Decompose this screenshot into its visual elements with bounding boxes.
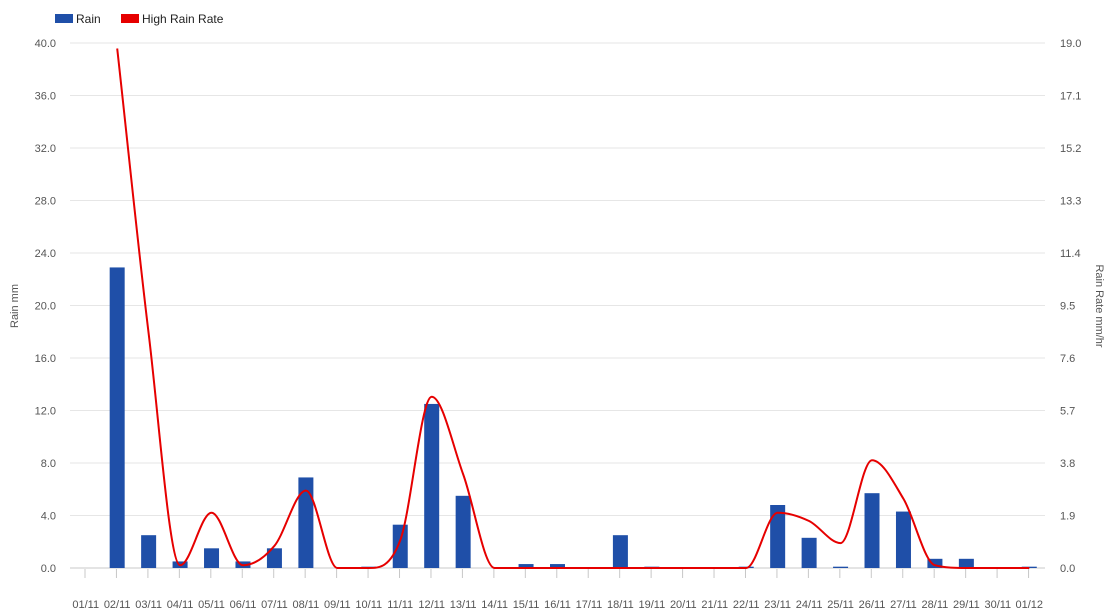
x-tick-label: 28/11 xyxy=(922,599,949,611)
gridlines xyxy=(70,42,1045,569)
legend-swatch-high-rain-rate xyxy=(121,14,139,23)
x-tick-label: 26/11 xyxy=(859,599,886,611)
rain-bar[interactable] xyxy=(958,558,974,568)
rain-bar[interactable] xyxy=(266,548,282,568)
y-left-tick-label: 28.0 xyxy=(35,196,56,208)
y-left-tick-label: 20.0 xyxy=(35,301,56,313)
rain-bar[interactable] xyxy=(204,548,220,568)
legend: Rain High Rain Rate xyxy=(55,12,224,26)
x-tick-label: 10/11 xyxy=(355,599,382,611)
x-tick-label: 23/11 xyxy=(764,599,791,611)
y-left-tick-label: 36.0 xyxy=(35,91,56,103)
x-tick-label: 09/11 xyxy=(324,599,351,611)
y-right-tick-label: 19.0 xyxy=(1060,38,1081,50)
legend-label-rain: Rain xyxy=(76,12,101,26)
x-tick-label: 18/11 xyxy=(607,599,634,611)
x-tick-label: 05/11 xyxy=(198,599,225,611)
rain-bar[interactable] xyxy=(927,558,943,568)
rain-bar[interactable] xyxy=(864,493,880,568)
legend-swatch-rain xyxy=(55,14,73,23)
y-left-tick-label: 8.0 xyxy=(41,458,56,470)
x-tick-label: 02/11 xyxy=(104,599,131,611)
x-tick-label: 19/11 xyxy=(638,599,665,611)
y-right-tick-label: 0.0 xyxy=(1060,563,1075,575)
x-tick-label: 16/11 xyxy=(544,599,571,611)
rain-bar[interactable] xyxy=(109,267,125,568)
y-axis-right-title: Rain Rate mm/hr xyxy=(1093,264,1105,347)
x-tick-label: 24/11 xyxy=(796,599,823,611)
rain-bars xyxy=(109,267,1037,568)
rain-rate-line-layer xyxy=(116,48,1030,569)
y-right-tick-label: 11.4 xyxy=(1060,248,1081,260)
x-tick-label: 30/11 xyxy=(984,599,1011,611)
x-tick-label: 08/11 xyxy=(293,599,320,611)
x-tick-label: 29/11 xyxy=(953,599,980,611)
x-tick-label: 27/11 xyxy=(890,599,917,611)
x-tick-label: 03/11 xyxy=(135,599,162,611)
y-left-tick-label: 16.0 xyxy=(35,353,56,365)
y-right-tick-label: 5.7 xyxy=(1060,406,1075,418)
y-left-tick-label: 4.0 xyxy=(41,511,56,523)
x-tick-label: 17/11 xyxy=(576,599,603,611)
x-tick-label: 14/11 xyxy=(481,599,508,611)
x-tick-label: 13/11 xyxy=(450,599,477,611)
y-right-tick-label: 15.2 xyxy=(1060,143,1081,155)
y-left-tick-label: 32.0 xyxy=(35,143,56,155)
x-tick-label: 20/11 xyxy=(670,599,697,611)
x-tick-label: 21/11 xyxy=(701,599,728,611)
y-left-tick-label: 0.0 xyxy=(41,563,56,575)
rain-bar[interactable] xyxy=(833,566,849,568)
x-tick-label: 01/12 xyxy=(1016,599,1044,611)
legend-label-high-rain-rate: High Rain Rate xyxy=(142,12,224,26)
rain-bar[interactable] xyxy=(455,495,471,568)
rain-bar[interactable] xyxy=(550,564,565,568)
y-left-tick-label: 24.0 xyxy=(35,248,56,260)
y-left-tick-label: 40.0 xyxy=(35,38,56,50)
y-right-tick-label: 7.6 xyxy=(1060,353,1075,365)
x-tick-label: 06/11 xyxy=(230,599,257,611)
rain-bar[interactable] xyxy=(392,524,408,568)
y-right-tick-label: 13.3 xyxy=(1060,196,1081,208)
rain-bar[interactable] xyxy=(612,535,628,568)
y-axis-left-title: Rain mm xyxy=(9,284,21,328)
y-axis-right-ticks: 0.0 1.9 3.8 5.7 7.6 9.5 11.4 13.3 15.2 17.1 19.0 xyxy=(1060,38,1081,575)
x-tick-label: 07/11 xyxy=(261,599,288,611)
high-rain-rate-line[interactable] xyxy=(116,48,1030,569)
x-tick-label: 22/11 xyxy=(733,599,760,611)
legend-item-high-rain-rate[interactable]: High Rain Rate xyxy=(121,12,224,26)
x-tick-label: 01/11 xyxy=(72,599,99,611)
y-axis-left-ticks: 0.0 4.0 8.0 12.0 16.0 20.0 24.0 28.0 32.0 36.0 40.… xyxy=(35,38,56,575)
x-tick-label: 15/11 xyxy=(513,599,540,611)
rain-bar[interactable] xyxy=(298,477,314,568)
rain-bar[interactable] xyxy=(770,505,786,568)
y-right-tick-label: 3.8 xyxy=(1060,458,1075,470)
y-left-tick-label: 12.0 xyxy=(35,406,56,418)
x-tick-label: 25/11 xyxy=(827,599,854,611)
rain-bar[interactable] xyxy=(424,403,440,568)
legend-item-rain[interactable]: Rain xyxy=(55,12,101,26)
y-right-tick-label: 9.5 xyxy=(1060,301,1075,313)
y-right-tick-label: 17.1 xyxy=(1060,91,1081,103)
x-axis-ticks: 01/11 02/11 03/11 04/11 05/11 06/11 07/11 08/11… xyxy=(72,569,1043,611)
x-tick-label: 04/11 xyxy=(167,599,194,611)
rain-bar[interactable] xyxy=(895,511,911,568)
x-tick-label: 12/11 xyxy=(418,599,445,611)
rain-bar[interactable] xyxy=(801,537,817,568)
y-right-tick-label: 1.9 xyxy=(1060,511,1075,523)
rain-bar[interactable] xyxy=(518,564,534,568)
rain-bar[interactable] xyxy=(141,535,157,568)
x-tick-label: 11/11 xyxy=(387,599,413,611)
